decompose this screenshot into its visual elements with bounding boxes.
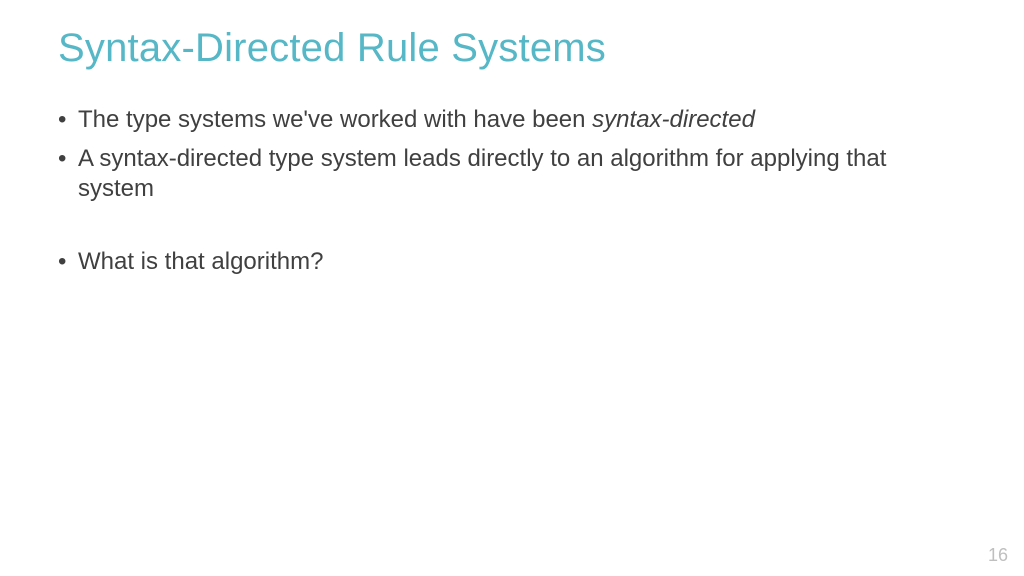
bullet-list-2: What is that algorithm? xyxy=(58,247,966,278)
bullet-item: What is that algorithm? xyxy=(58,247,966,278)
bullet-item: A syntax-directed type system leads dire… xyxy=(58,144,966,205)
bullet-item: The type systems we've worked with have … xyxy=(58,105,966,136)
slide-title: Syntax-Directed Rule Systems xyxy=(58,26,966,71)
bullet-list-1: The type systems we've worked with have … xyxy=(58,105,966,205)
spacer xyxy=(58,213,966,247)
page-number: 16 xyxy=(988,545,1008,566)
bullet-text-em: syntax-directed xyxy=(592,106,755,133)
bullet-text-pre: What is that algorithm? xyxy=(78,248,323,275)
bullet-text-pre: The type systems we've worked with have … xyxy=(78,106,592,133)
slide: Syntax-Directed Rule Systems The type sy… xyxy=(0,0,1024,576)
bullet-text-pre: A syntax-directed type system leads dire… xyxy=(78,145,886,203)
